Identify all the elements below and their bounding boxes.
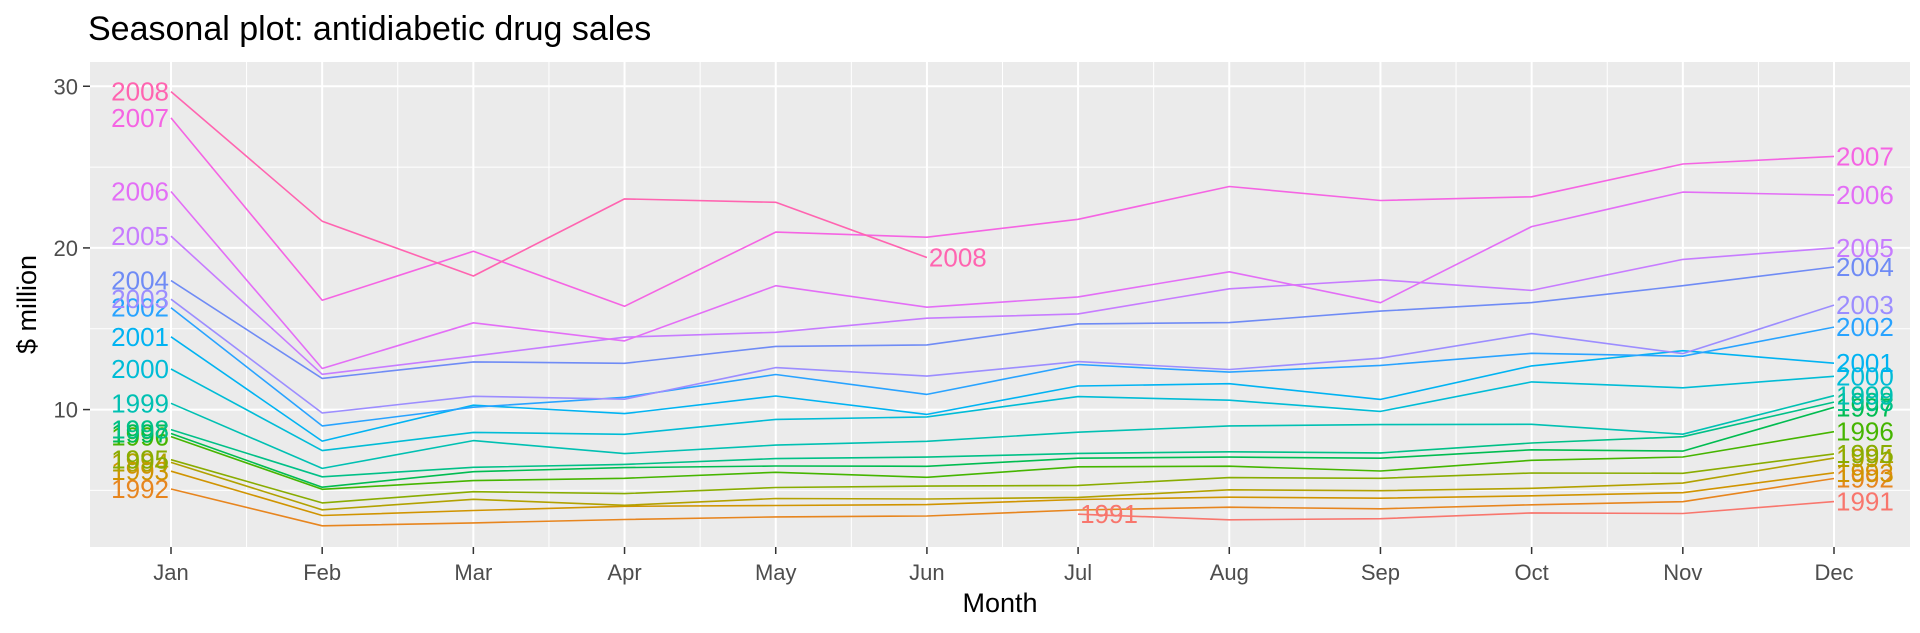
start-label-2008: 2008 (111, 77, 169, 107)
series-line-1991 (1078, 500, 1835, 521)
end-label-2008: 2008 (929, 242, 987, 272)
end-label-1992: 1992 (1836, 463, 1894, 493)
series-line-2008 (170, 90, 928, 277)
end-label-1993: 1993 (1836, 458, 1894, 488)
start-label-2000: 2000 (111, 354, 169, 384)
end-label-1994: 1994 (1836, 443, 1894, 473)
x-tick-label-sep: Sep (1361, 560, 1400, 585)
series-line-2000 (170, 368, 1835, 452)
end-label-2005: 2005 (1836, 233, 1894, 263)
series-line-1992 (170, 477, 1835, 527)
y-tick-label: 20 (54, 236, 78, 261)
series-line-1993 (170, 470, 1835, 517)
start-label-2003: 2003 (111, 284, 169, 314)
x-axis-title: Month (962, 588, 1037, 618)
y-tick-label: 30 (54, 74, 78, 99)
end-label-1995: 1995 (1836, 439, 1894, 469)
x-tick-label-nov: Nov (1663, 560, 1702, 585)
start-label-1993: 1993 (111, 456, 169, 486)
y-axis-title: $ million (12, 255, 42, 354)
end-label-1991: 1991 (1836, 487, 1894, 517)
end-label-1999: 1999 (1836, 381, 1894, 411)
x-tick-label-dec: Dec (1814, 560, 1853, 585)
end-label-2007: 2007 (1836, 141, 1894, 171)
x-tick-label-may: May (755, 560, 797, 585)
plot-panel (90, 62, 1910, 547)
start-label-2005: 2005 (111, 221, 169, 251)
series-lines (170, 90, 1835, 527)
series-line-2001 (170, 336, 1835, 442)
end-label-1996: 1996 (1836, 417, 1894, 447)
major-grid (90, 62, 1910, 547)
start-label-1992: 1992 (111, 474, 169, 504)
end-label-1998: 1998 (1836, 387, 1894, 417)
series-line-2002 (170, 307, 1835, 427)
series-line-2006 (170, 190, 1835, 370)
end-label-2001: 2001 (1836, 348, 1894, 378)
chart-title: Seasonal plot: antidiabetic drug sales (88, 10, 651, 48)
year-labels: 1992199319941995199619971998199920002001… (111, 77, 1894, 530)
series-line-1997 (170, 406, 1835, 489)
start-label-1998: 1998 (111, 415, 169, 445)
start-label-1996: 1996 (111, 422, 169, 452)
start-label-2006: 2006 (111, 176, 169, 206)
start-label-1997: 1997 (111, 419, 169, 449)
end-label-2000: 2000 (1836, 361, 1894, 391)
end-label-1997: 1997 (1836, 392, 1894, 422)
series-line-1994 (170, 457, 1835, 511)
end-label-1991: 1991 (1080, 499, 1138, 529)
y-axis: 10 20 30 (54, 74, 90, 423)
minor-grid (90, 62, 1910, 547)
series-line-1999 (170, 394, 1835, 470)
series-line-2003 (170, 298, 1835, 414)
start-label-1994: 1994 (111, 447, 169, 477)
series-line-1995 (170, 453, 1835, 504)
x-tick-label-aug: Aug (1210, 560, 1249, 585)
start-label-1999: 1999 (111, 388, 169, 418)
start-label-2007: 2007 (111, 103, 169, 133)
x-axis: Jan Feb Mar Apr May Jun Jul Aug Sep Oct Nov Dec (153, 547, 1854, 585)
x-tick-label-feb: Feb (303, 560, 341, 585)
x-tick-label-jun: Jun (909, 560, 944, 585)
x-tick-label-jan: Jan (153, 560, 188, 585)
series-line-1996 (170, 430, 1835, 491)
start-label-1995: 1995 (111, 445, 169, 475)
series-line-2007 (170, 117, 1835, 308)
end-label-2002: 2002 (1836, 312, 1894, 342)
x-tick-label-jul: Jul (1064, 560, 1092, 585)
start-label-2001: 2001 (111, 322, 169, 352)
end-label-2003: 2003 (1836, 290, 1894, 320)
series-line-2004 (170, 266, 1835, 380)
start-label-2002: 2002 (111, 293, 169, 323)
series-line-1998 (170, 401, 1835, 478)
x-tick-label-oct: Oct (1515, 560, 1549, 585)
x-tick-label-apr: Apr (607, 560, 641, 585)
series-line-2005 (170, 235, 1835, 376)
x-tick-label-mar: Mar (454, 560, 492, 585)
end-label-2006: 2006 (1836, 180, 1894, 210)
end-label-2004: 2004 (1836, 252, 1894, 282)
start-label-2004: 2004 (111, 266, 169, 296)
y-tick-label: 10 (54, 398, 78, 423)
